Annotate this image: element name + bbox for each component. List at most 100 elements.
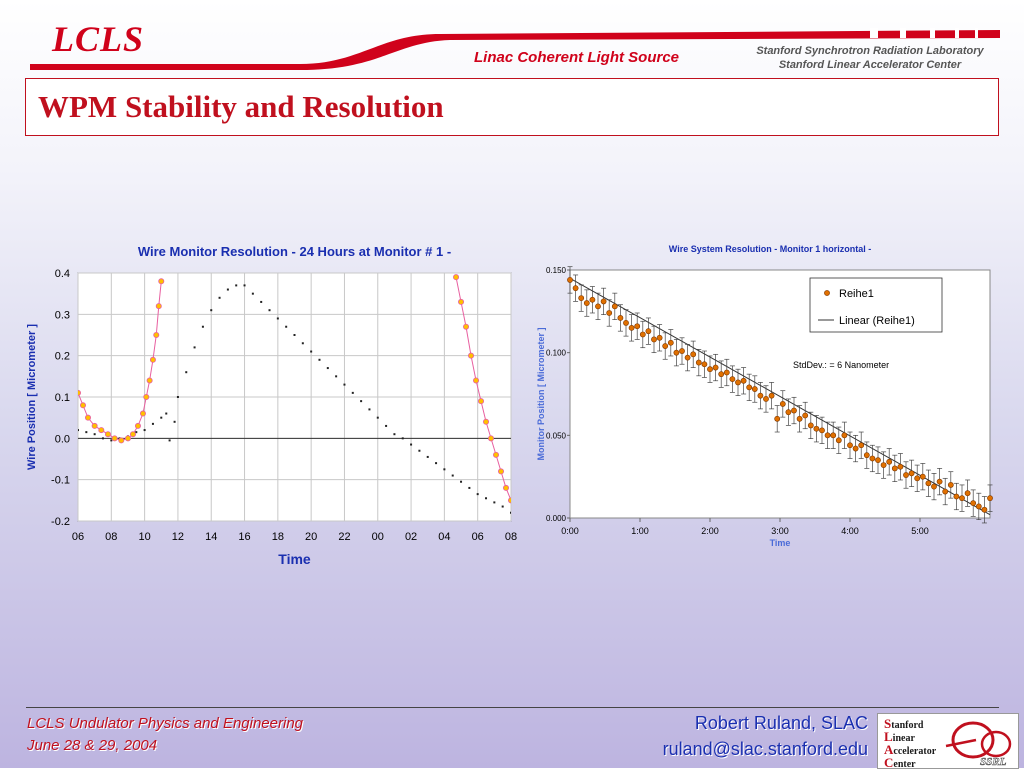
data-point	[165, 412, 168, 415]
chart-title: Wire System Resolution - Monitor 1 horiz…	[669, 244, 871, 254]
x-axis-label: Time	[278, 551, 311, 567]
data-point	[210, 309, 213, 312]
point-marker	[891, 465, 898, 472]
slac-word: Accelerator	[884, 742, 937, 757]
data-point	[875, 446, 881, 474]
header-swoosh-band	[30, 28, 1000, 70]
slac-word: Stanford	[884, 716, 924, 731]
lcls-logo: LCLS	[52, 19, 145, 59]
x-tick-label: 18	[272, 531, 284, 543]
data-point	[139, 410, 146, 417]
chart-title: Wire Monitor Resolution - 24 Hours at Mo…	[138, 244, 451, 259]
footer-email[interactable]: ruland@slac.stanford.edu	[662, 739, 868, 759]
x-tick-label: 4:00	[841, 526, 859, 536]
point-marker	[639, 331, 646, 338]
y-axis-label: Monitor Position [ Micrometer ]	[536, 327, 546, 460]
x-tick-label: 5:00	[911, 526, 929, 536]
data-point	[401, 437, 404, 440]
data-point	[251, 292, 254, 295]
x-tick-label: 22	[338, 531, 350, 543]
point-marker	[981, 506, 988, 513]
point-marker	[718, 371, 725, 378]
data-point	[510, 511, 511, 514]
slac-words: Stanford Linear Accelerator Center	[884, 716, 937, 770]
data-point	[91, 422, 98, 429]
data-point	[93, 433, 96, 436]
data-point	[712, 353, 719, 382]
x-tick-label: 12	[172, 531, 184, 543]
data-point	[667, 329, 674, 357]
point-marker	[645, 328, 652, 335]
data-point	[385, 424, 388, 427]
slac-word: Linear	[884, 729, 915, 744]
data-point	[488, 435, 495, 442]
header-subtitle: Linac Coherent Light Source	[474, 49, 680, 66]
point-marker	[847, 442, 853, 449]
legend: Reihe1 Linear (Reihe1)	[809, 277, 943, 333]
data-point	[785, 398, 792, 426]
trend-line	[569, 277, 991, 516]
x-tick-label: 06	[72, 531, 84, 543]
data-point	[243, 284, 246, 287]
data-point	[418, 449, 421, 452]
point-marker	[830, 432, 837, 439]
point-marker	[583, 300, 590, 306]
chart-wire-system-resolution: Wire System Resolution - Monitor 1 horiz…	[536, 244, 993, 548]
data-point	[410, 443, 413, 446]
data-point	[260, 300, 263, 303]
data-point	[498, 468, 505, 475]
data-point	[679, 337, 685, 365]
data-point	[468, 486, 471, 489]
data-point	[936, 468, 943, 496]
data-point	[335, 375, 338, 378]
data-point	[617, 304, 624, 332]
data-point	[151, 422, 154, 425]
point-marker	[623, 320, 629, 326]
data-point	[124, 435, 131, 442]
point-marker	[651, 336, 657, 343]
point-marker	[768, 392, 775, 399]
legend-marker	[824, 290, 830, 296]
x-tick-label: 16	[238, 531, 250, 543]
data-point	[160, 416, 163, 419]
data-point	[975, 492, 982, 521]
point-marker	[729, 376, 736, 383]
point-marker	[959, 495, 965, 502]
data-point	[684, 344, 691, 372]
ssrl-mark: SSRL	[980, 756, 1007, 768]
data-point	[768, 382, 775, 410]
data-point	[478, 398, 485, 405]
data-point	[701, 350, 708, 378]
data-point	[301, 342, 304, 345]
data-point	[802, 401, 809, 430]
data-point	[493, 501, 496, 504]
data-point	[830, 421, 837, 449]
point-marker	[931, 483, 937, 490]
data-point	[503, 484, 510, 491]
point-marker	[578, 295, 585, 302]
data-point	[763, 385, 769, 413]
x-tick-label: 08	[105, 531, 117, 543]
point-marker	[695, 359, 702, 366]
y-tick-label: 0.000	[546, 514, 567, 523]
point-marker	[779, 401, 786, 407]
point-marker	[970, 500, 977, 507]
data-point	[651, 325, 657, 354]
data-point	[645, 317, 652, 345]
point-marker	[740, 377, 747, 384]
data-point	[942, 477, 949, 506]
data-point	[656, 324, 663, 352]
point-marker	[964, 490, 971, 497]
data-point	[129, 431, 136, 438]
x-tick-label: 20	[305, 531, 317, 543]
ssrl-ring-icon: SSRL	[945, 721, 1012, 768]
x-tick-label: 14	[205, 531, 217, 543]
data-point	[118, 437, 125, 444]
point-marker	[763, 396, 769, 402]
point-marker	[886, 458, 893, 465]
data-point	[835, 426, 842, 454]
point-marker	[712, 364, 719, 371]
data-point	[891, 454, 898, 482]
point-marker	[841, 432, 848, 439]
slac-word: Center	[884, 755, 916, 770]
